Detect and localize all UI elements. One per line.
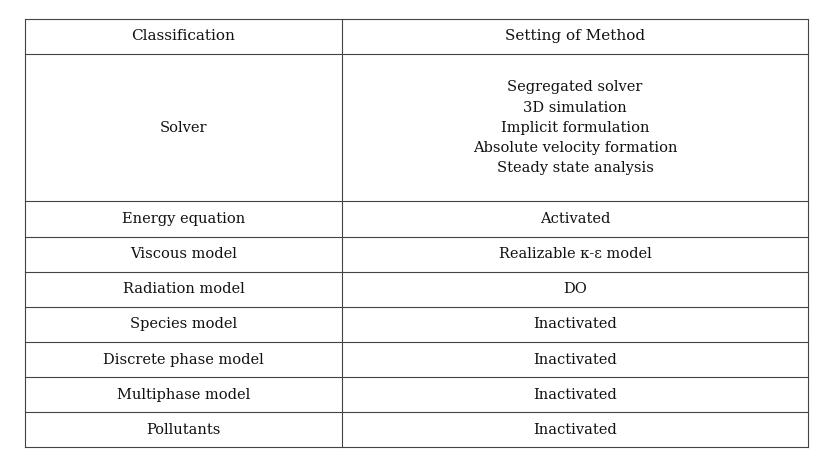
Text: Energy equation: Energy equation <box>122 212 245 226</box>
Text: Setting of Method: Setting of Method <box>505 29 645 43</box>
Text: Species model: Species model <box>130 317 237 331</box>
Text: Realizable κ-ε model: Realizable κ-ε model <box>499 247 651 261</box>
Text: Multiphase model: Multiphase model <box>117 388 250 402</box>
Text: Classification: Classification <box>132 29 236 43</box>
Text: Activated: Activated <box>540 212 611 226</box>
Text: Inactivated: Inactivated <box>533 388 617 402</box>
Text: Inactivated: Inactivated <box>533 352 617 366</box>
Text: Segregated solver
3D simulation
Implicit formulation
Absolute velocity formation: Segregated solver 3D simulation Implicit… <box>473 81 677 175</box>
Text: Pollutants: Pollutants <box>147 423 221 437</box>
Text: Viscous model: Viscous model <box>130 247 237 261</box>
Text: Radiation model: Radiation model <box>122 282 244 296</box>
Text: Inactivated: Inactivated <box>533 423 617 437</box>
Text: Discrete phase model: Discrete phase model <box>103 352 264 366</box>
Text: DO: DO <box>563 282 587 296</box>
Text: Solver: Solver <box>160 121 207 135</box>
Text: Inactivated: Inactivated <box>533 317 617 331</box>
